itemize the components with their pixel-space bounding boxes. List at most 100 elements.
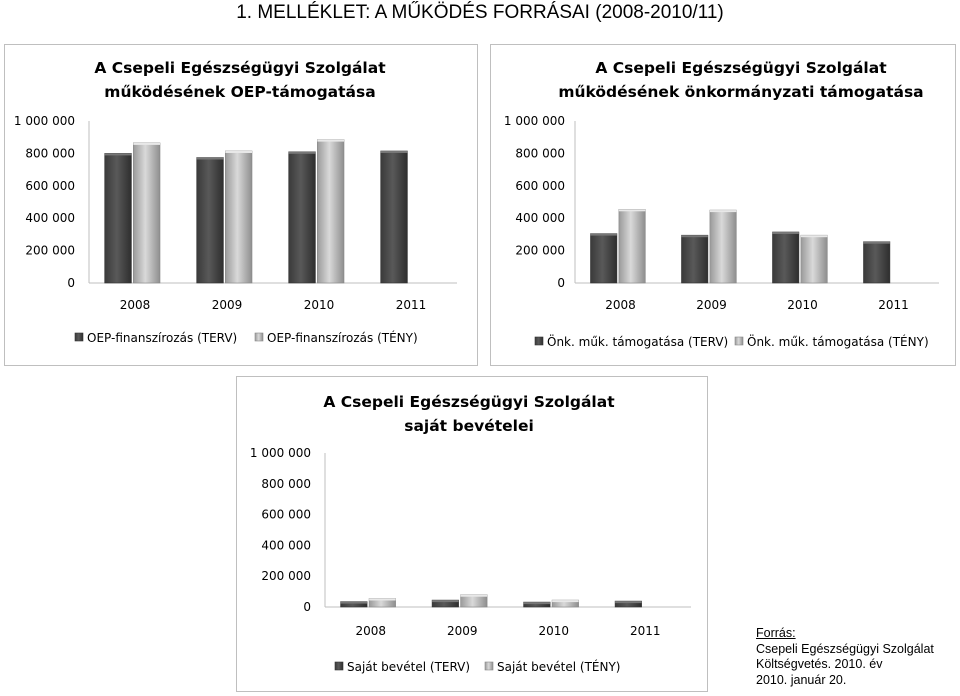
legend-label-terv: Saját bevétel (TERV) [347,660,470,674]
bar-teny [551,599,579,608]
legend-label-teny: OEP-finanszírozás (TÉNY) [267,330,418,345]
bar-terv-top [863,241,890,244]
y-tick-label: 400 000 [25,211,75,225]
bar-teny-top [552,600,579,603]
y-tick-label: 600 000 [25,179,75,193]
bar-teny-top [709,210,737,213]
x-category-label: 2009 [212,298,243,312]
bar-teny [316,139,345,284]
chart-title-line: A Csepeli Egészségügyi Szolgálat [323,393,615,411]
bar-terv [104,153,132,284]
y-tick-label: 400 000 [261,538,311,552]
x-category-label: 2009 [447,624,478,638]
page-title: 1. MELLÉKLET: A MŰKÖDÉS FORRÁSAI (2008-2… [236,2,724,23]
y-tick-label: 1 000 000 [14,114,75,128]
y-tick-label: 800 000 [25,146,75,160]
y-tick-label: 1 000 000 [250,446,311,460]
y-tick-label: 200 000 [25,244,75,258]
bar-terv [288,151,316,284]
chart-title-line: működésének OEP-támogatása [104,83,375,101]
bar-terv [380,150,408,284]
bar-teny [800,234,828,284]
legend-label-teny: Önk. műk. támogatása (TÉNY) [747,333,929,349]
bar-terv [863,241,891,284]
x-category-label: 2008 [120,298,151,312]
bar-teny [709,209,737,284]
legend-swatch-terv [534,336,544,346]
bar-terv-top [380,151,408,153]
bar-terv-top [523,602,551,605]
bar-terv-top [340,601,368,604]
legend-swatch-terv [334,661,344,671]
x-category-label: 2008 [605,298,636,312]
bar-terv [590,233,618,284]
bar-terv-top [104,153,132,156]
chart-onkormanyzati-tamogatas: A Csepeli Egészségügyi Szolgálat működésé… [490,44,956,366]
y-tick-label: 600 000 [261,508,311,522]
y-tick-label: 200 000 [515,244,565,258]
y-tick-label: 800 000 [261,477,311,491]
bar-terv [340,601,368,608]
bar-terv [431,599,459,608]
x-category-label: 2011 [630,624,661,638]
bar-terv [772,231,800,284]
bar-terv-top [288,151,316,154]
chart-sajat-svg: A Csepeli Egészségügyi Szolgálat saját be… [250,393,691,674]
legend-label-terv: Önk. műk. támogatása (TERV) [547,333,728,349]
y-tick-label: 0 [303,600,311,614]
y-tick-label: 200 000 [261,569,311,583]
legend-label-terv: OEP-finanszírozás (TERV) [87,331,237,345]
legend-label-teny: Saját bevétel (TÉNY) [497,659,620,674]
x-category-label: 2011 [878,298,909,312]
chart-title-line: A Csepeli Egészségügyi Szolgálat [595,59,887,77]
chart-title-line: működésének önkormányzati támogatása [558,83,923,101]
source-label: Forrás: [756,626,796,640]
y-tick-label: 400 000 [515,211,565,225]
bar-teny [225,150,253,284]
source-note: Forrás: Csepeli Egészségügyi Szolgálat K… [756,626,956,688]
y-tick-label: 0 [67,276,75,290]
source-line-date: 2010. január 20. [756,672,847,687]
x-category-label: 2011 [396,298,427,312]
x-category-label: 2008 [355,624,386,638]
bar-terv [523,601,551,608]
bar-terv-top [681,235,708,238]
legend-swatch-teny [254,332,264,342]
chart-onk-svg: A Csepeli Egészségügyi Szolgálat működésé… [504,59,939,349]
source-line-budget: Költségvetés. 2010. év [756,657,883,671]
y-tick-label: 0 [557,276,565,290]
bar-teny-top [369,598,396,601]
chart-sajat-bevetelek: A Csepeli Egészségügyi Szolgálat saját be… [236,376,708,692]
y-tick-label: 600 000 [515,179,565,193]
x-category-label: 2010 [538,624,569,638]
y-tick-label: 800 000 [515,146,565,160]
bar-teny-top [317,139,344,142]
bar-terv-top [196,157,224,160]
bar-terv-top [615,601,642,604]
x-category-label: 2009 [696,298,727,312]
bar-teny-top [618,209,646,212]
bar-terv-top [432,600,459,603]
chart-oep-svg: A Csepeli Egészségügyi Szolgálat működésé… [14,59,457,345]
source-line-org: Csepeli Egészségügyi Szolgálat [756,641,934,656]
chart-title-line: A Csepeli Egészségügyi Szolgálat [94,59,386,77]
bar-terv [681,234,709,284]
bar-terv [196,157,224,284]
bar-terv-top [590,233,617,236]
legend-swatch-teny [734,336,744,346]
bar-teny-top [133,142,160,145]
bar-teny-top [460,594,488,597]
x-category-label: 2010 [787,298,818,312]
bar-teny-top [225,151,252,153]
bar-teny-top [800,235,828,238]
y-tick-label: 1 000 000 [504,114,565,128]
chart-oep-tamogatas: A Csepeli Egészségügyi Szolgálat működésé… [4,44,478,366]
x-category-label: 2010 [304,298,335,312]
bar-teny [133,142,161,284]
chart-title-line: saját bevételei [404,417,534,435]
legend-swatch-teny [484,661,494,671]
bar-terv [614,600,642,608]
bar-teny [618,209,646,284]
bar-terv-top [772,232,799,234]
legend-swatch-terv [74,332,84,342]
